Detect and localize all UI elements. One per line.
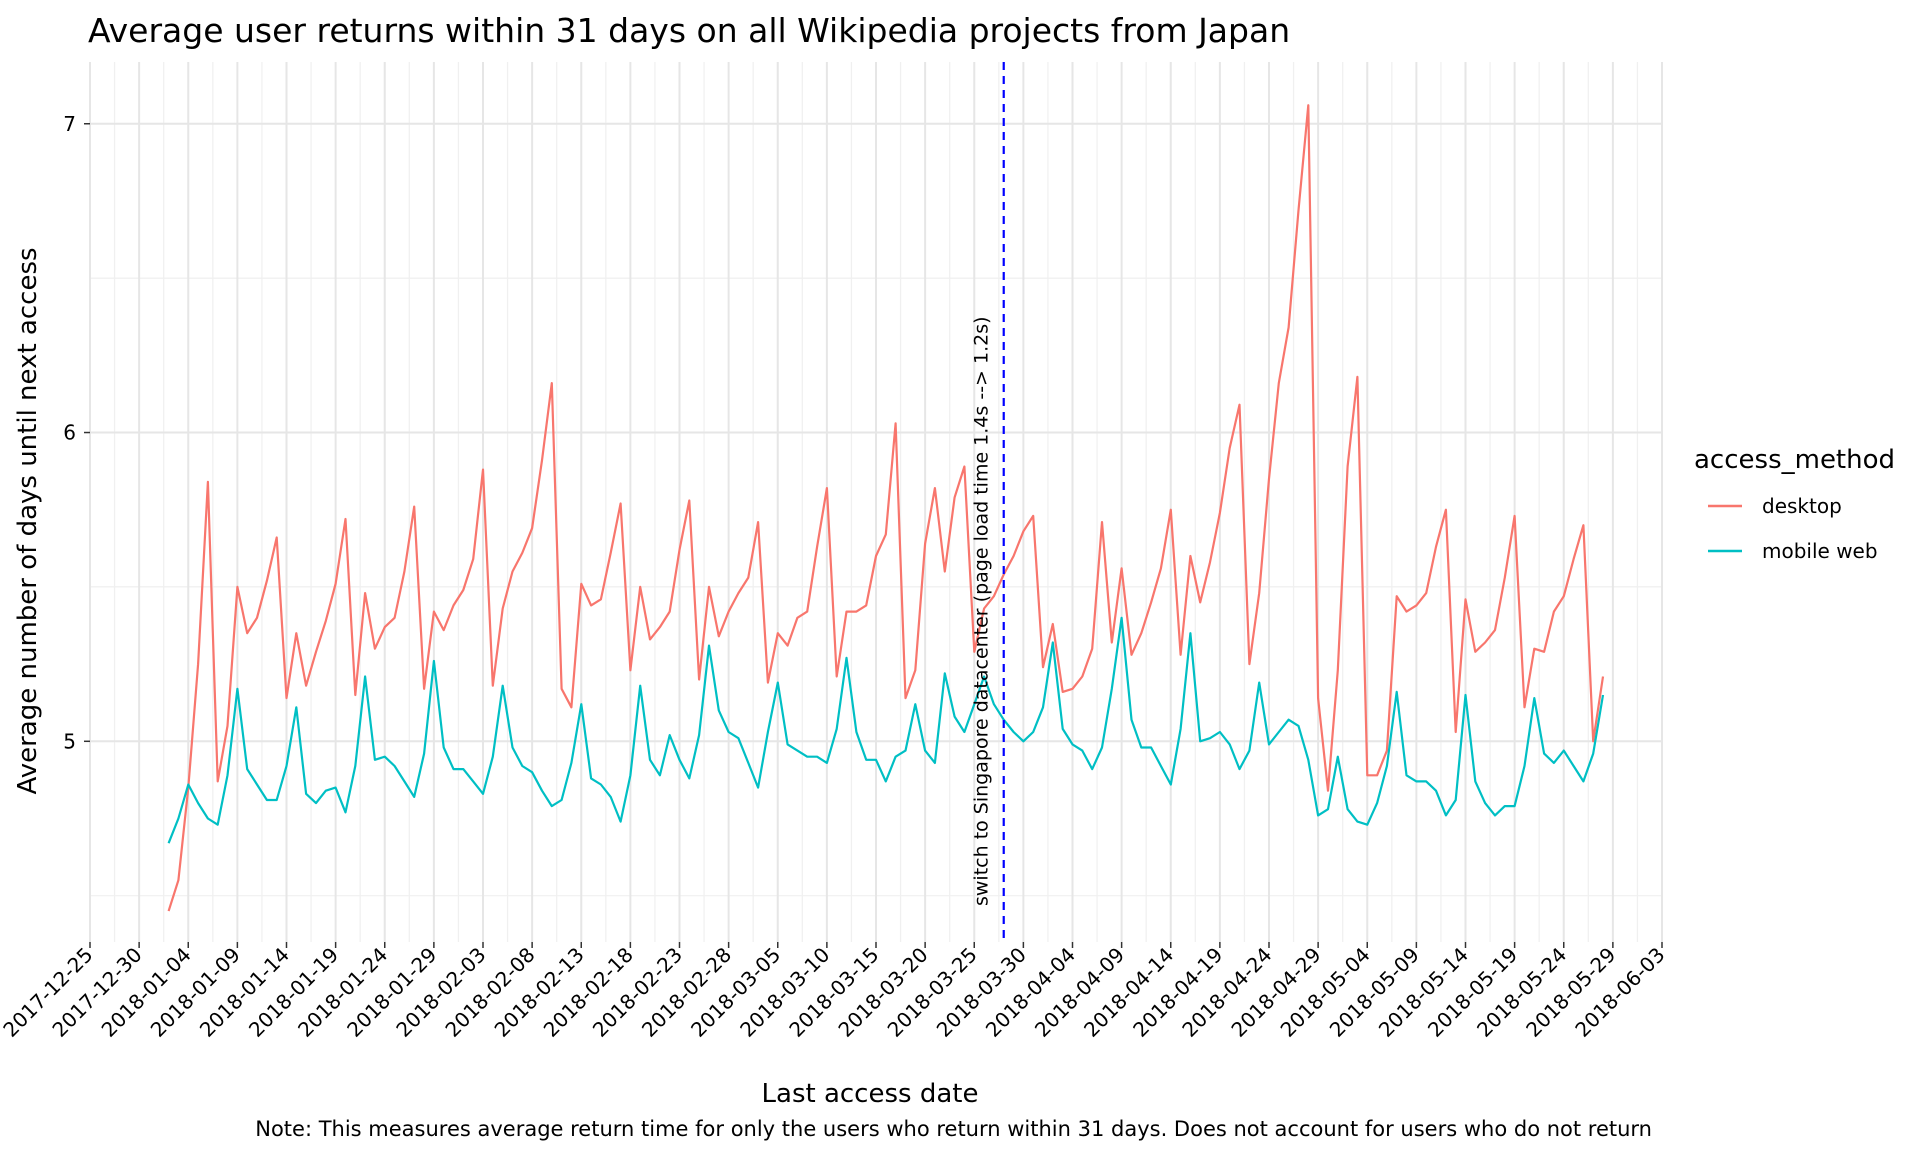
- grid: [89, 62, 1663, 942]
- legend-title: access_method: [1694, 445, 1895, 475]
- x-axis-ticks: 2017-12-252017-12-302018-01-042018-01-09…: [0, 942, 1670, 1042]
- y-tick-label: 5: [63, 729, 76, 753]
- legend-label-mobile-web: mobile web: [1762, 539, 1878, 563]
- series-line-desktop: [167, 104, 1605, 912]
- y-axis-title: Average number of days until next access: [13, 247, 43, 794]
- series-line-mobile-web: [167, 616, 1605, 844]
- legend-label-desktop: desktop: [1762, 494, 1842, 518]
- series-lines: [167, 104, 1605, 912]
- chart-caption: Note: This measures average return time …: [255, 1117, 1652, 1141]
- y-tick-label: 7: [63, 112, 76, 136]
- annotations: switch to Singapore datacenter (page loa…: [971, 62, 1005, 942]
- annotation-label: switch to Singapore datacenter (page loa…: [971, 316, 993, 906]
- x-axis-title: Last access date: [762, 1079, 979, 1109]
- y-axis-ticks: 5 6 7: [63, 112, 90, 753]
- legend: access_method desktop mobile web: [1694, 445, 1895, 563]
- y-tick-label: 6: [63, 421, 76, 445]
- chart-title: Average user returns within 31 days on a…: [88, 11, 1290, 50]
